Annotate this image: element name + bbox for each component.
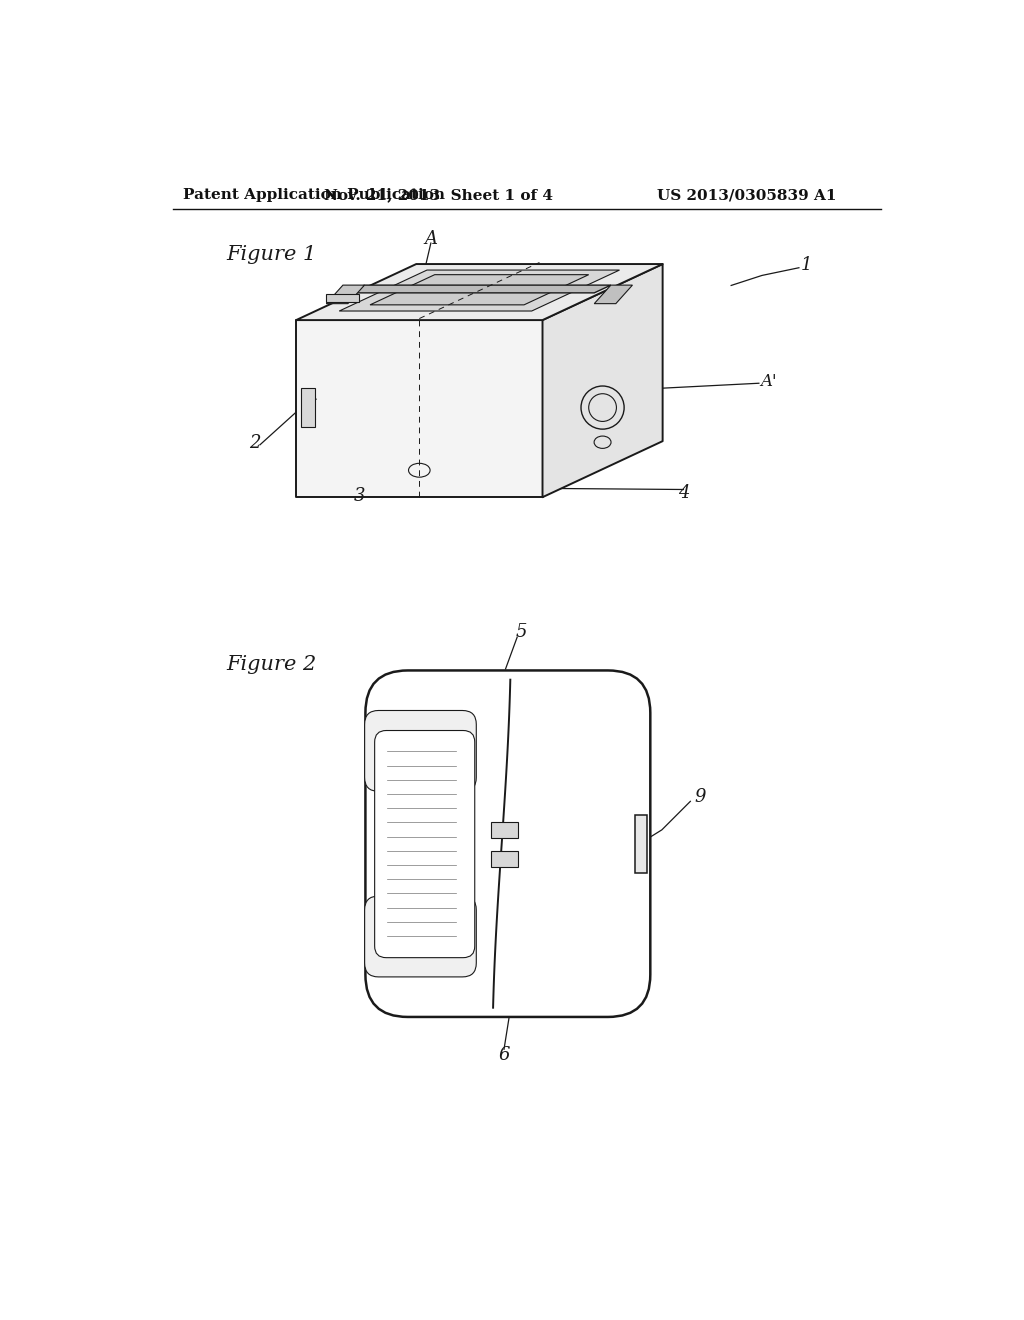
Text: 5: 5: [516, 623, 527, 642]
Text: 9: 9: [694, 788, 707, 807]
Polygon shape: [327, 293, 359, 302]
Text: 1: 1: [801, 256, 812, 273]
Text: A': A': [761, 374, 777, 391]
Polygon shape: [327, 285, 365, 304]
FancyBboxPatch shape: [365, 710, 476, 792]
Bar: [635, 816, 647, 873]
Text: Figure 2: Figure 2: [226, 655, 317, 673]
Bar: [490, 822, 518, 838]
Bar: [490, 851, 518, 867]
FancyBboxPatch shape: [365, 896, 476, 977]
Text: Figure 1: Figure 1: [226, 246, 317, 264]
Polygon shape: [339, 271, 620, 312]
FancyBboxPatch shape: [366, 671, 650, 1016]
Polygon shape: [594, 285, 633, 304]
Text: 4: 4: [678, 483, 689, 502]
Polygon shape: [370, 275, 589, 305]
Polygon shape: [348, 285, 611, 293]
Polygon shape: [543, 264, 663, 498]
Text: A: A: [424, 230, 437, 248]
Text: 3: 3: [354, 487, 366, 504]
Text: 6: 6: [499, 1047, 510, 1064]
Text: Patent Application Publication: Patent Application Publication: [183, 189, 444, 202]
Polygon shape: [296, 321, 543, 498]
Text: US 2013/0305839 A1: US 2013/0305839 A1: [656, 189, 837, 202]
Text: 2: 2: [250, 434, 261, 453]
Polygon shape: [301, 388, 314, 426]
FancyBboxPatch shape: [375, 730, 475, 958]
Text: Nov. 21, 2013  Sheet 1 of 4: Nov. 21, 2013 Sheet 1 of 4: [324, 189, 553, 202]
Polygon shape: [296, 264, 663, 321]
